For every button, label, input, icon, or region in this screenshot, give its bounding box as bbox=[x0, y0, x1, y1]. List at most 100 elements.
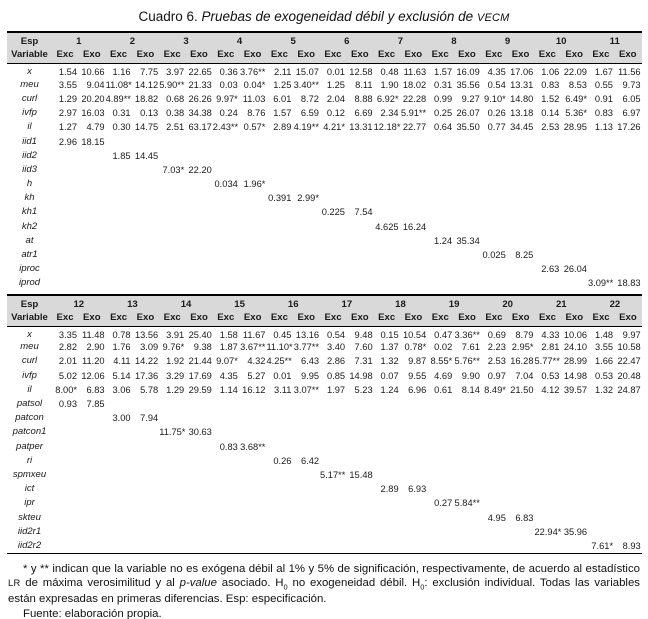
cell-iid2r2-16-exo bbox=[292, 539, 320, 553]
col-header-exc-9: Exc bbox=[480, 48, 507, 64]
cell-meu-13-exo: 3.09 bbox=[140, 342, 159, 353]
cell-iid2r1-21-exc: 22.94* bbox=[534, 526, 562, 537]
col-header-exo-13: Exo bbox=[131, 310, 160, 326]
cell-iid2r1-15-exc bbox=[213, 525, 239, 539]
cell-h-5-exo bbox=[292, 177, 320, 191]
row-label-patsol: patsol bbox=[16, 398, 43, 410]
cell-curl-22-exc: 1.66 bbox=[594, 356, 614, 367]
cell-x-21-exc: 4.33 bbox=[541, 329, 560, 340]
cell-iid3-10-exc bbox=[534, 163, 560, 177]
spec-header-6: 6 bbox=[319, 32, 374, 48]
exogeneity-table-panel-2: Esp 12 13 14 15 16 17 18 19 20 21 22 Variable Exc Exo E… bbox=[7, 293, 642, 554]
cell-meu-13-exc: 1.76 bbox=[112, 342, 131, 353]
cell-iproc-4-exo bbox=[239, 262, 267, 276]
cell-meu-18-exo: 0.78* bbox=[404, 342, 427, 353]
cell-patcon-17-exc bbox=[320, 411, 346, 425]
cell-x-1-exc: 1.54 bbox=[58, 67, 77, 78]
spec-header-14: 14 bbox=[159, 294, 213, 311]
cell-ict-21-exo bbox=[560, 482, 588, 496]
cell-meu-7-exo: 18.02 bbox=[402, 79, 427, 90]
cell-atr1-9-exc: 0.025 bbox=[482, 250, 506, 261]
cell-h-3-exc bbox=[159, 177, 185, 191]
cell-iid1-7-exc bbox=[374, 134, 400, 148]
cell-atr1-3-exc bbox=[159, 248, 185, 262]
cell-patcon-15-exo bbox=[239, 411, 267, 425]
cell-ivfp-1-exo: 16.03 bbox=[81, 108, 105, 119]
cell-patper-22-exc bbox=[588, 440, 614, 454]
cell-patcon-21-exc bbox=[534, 411, 560, 425]
table-row-patsol: patsol 0.93 7.85 bbox=[7, 397, 642, 411]
cell-iid2r1-17-exo bbox=[346, 525, 374, 539]
cell-at-4-exc bbox=[213, 234, 239, 248]
cell-iid1-5-exo bbox=[292, 134, 320, 148]
cell-il-5-exc: 2.89 bbox=[273, 122, 292, 133]
cell-skteu-19-exo bbox=[453, 510, 481, 524]
cell-patsol-14-exo bbox=[185, 397, 213, 411]
cell-iid2r2-13-exo bbox=[132, 539, 160, 553]
cell-iprod-8-exc bbox=[427, 276, 453, 290]
cell-patcon1-14-exo: 30.63 bbox=[188, 427, 212, 438]
cell-patcon-18-exo bbox=[400, 411, 428, 425]
spec-header-19: 19 bbox=[427, 294, 481, 311]
cell-iid2-3-exc bbox=[159, 149, 185, 163]
cell-patcon1-22-exo bbox=[614, 425, 642, 439]
cell-spmxeu-20-exc bbox=[481, 468, 507, 482]
cell-meu-16-exc: 11.10* bbox=[266, 342, 293, 353]
cell-patsol-18-exo bbox=[400, 397, 428, 411]
cell-skteu-20-exc: 4.95 bbox=[487, 512, 506, 523]
col-header-exc-6: Exc bbox=[319, 48, 346, 64]
row-label-il: il bbox=[27, 383, 32, 395]
cell-skteu-21-exo bbox=[560, 510, 588, 524]
cell-iid2r1-17-exc bbox=[320, 525, 346, 539]
cell-patcon1-21-exc bbox=[534, 425, 560, 439]
cell-kh2-11-exo bbox=[614, 220, 642, 234]
cell-skteu-17-exo bbox=[346, 510, 374, 524]
col-header-exo-6: Exo bbox=[345, 48, 374, 64]
cell-kh2-10-exc bbox=[534, 220, 560, 234]
cell-patcon-14-exo bbox=[185, 411, 213, 425]
spec-header-1: 1 bbox=[52, 32, 106, 48]
cell-curl-13-exo: 14.22 bbox=[134, 356, 159, 367]
cell-iid2r1-12-exc bbox=[52, 525, 78, 539]
cell-curl-21-exc: 5.77** bbox=[534, 356, 560, 367]
cell-kh-5-exc: 0.391 bbox=[268, 193, 292, 204]
table-row-h: h 0.034 1.96* bbox=[7, 177, 642, 191]
cell-curl-11-exc: 0.91 bbox=[594, 93, 613, 104]
cell-ict-18-exc: 2.89 bbox=[380, 484, 399, 495]
cell-spmxeu-21-exc bbox=[534, 468, 560, 482]
col-header-exc-11: Exc bbox=[587, 48, 614, 64]
cell-x-5-exo: 15.07 bbox=[295, 67, 319, 78]
cell-x-6-exc: 0.01 bbox=[326, 67, 345, 78]
cell-ri-17-exo bbox=[346, 454, 374, 468]
cell-iproc-2-exo bbox=[132, 262, 160, 276]
cell-kh2-1-exc bbox=[52, 220, 78, 234]
spec-header-16: 16 bbox=[266, 294, 321, 311]
cell-ri-16-exo: 6.42 bbox=[300, 455, 320, 466]
cell-il-10-exc: 2.53 bbox=[541, 122, 560, 133]
cell-meu-1-exo: 9.04 bbox=[86, 79, 105, 90]
cell-h-11-exo bbox=[614, 177, 642, 191]
table-row-x: x 3.35 11.48 0.78 13.56 3.91 25.40 1.58 11.67 0.4… bbox=[7, 326, 642, 340]
cell-iid3-6-exc bbox=[320, 163, 346, 177]
cell-at-4-exo bbox=[239, 234, 267, 248]
cell-atr1-6-exo bbox=[346, 248, 374, 262]
spec-header-2: 2 bbox=[105, 32, 160, 48]
table-row-spmxeu: spmxeu 5.17** 15.48 bbox=[7, 468, 642, 482]
cell-ict-20-exc bbox=[481, 482, 507, 496]
cell-atr1-10-exo bbox=[560, 248, 588, 262]
cell-ict-12-exo bbox=[78, 482, 106, 496]
cell-atr1-3-exo bbox=[185, 248, 213, 262]
cell-meu-9-exc: 0.54 bbox=[487, 79, 506, 90]
cell-patsol-13-exc bbox=[106, 397, 132, 411]
cell-patper-12-exc bbox=[52, 440, 78, 454]
cell-patsol-22-exc bbox=[588, 397, 614, 411]
cell-ict-19-exc bbox=[427, 482, 453, 496]
cell-iproc-1-exo bbox=[78, 262, 106, 276]
cell-kh-6-exc bbox=[320, 191, 346, 205]
table-row-iid3: iid3 7.03* 22.20 bbox=[7, 163, 642, 177]
cell-iid3-4-exc bbox=[213, 163, 239, 177]
cell-ivfp-5-exo: 6.59 bbox=[300, 108, 319, 119]
cell-curl-17-exc: 2.86 bbox=[326, 356, 346, 367]
panel-header: Esp 12 13 14 15 16 17 18 19 20 21 22 Variable Exc Exo E… bbox=[7, 294, 642, 326]
cell-spmxeu-14-exc bbox=[159, 468, 185, 482]
